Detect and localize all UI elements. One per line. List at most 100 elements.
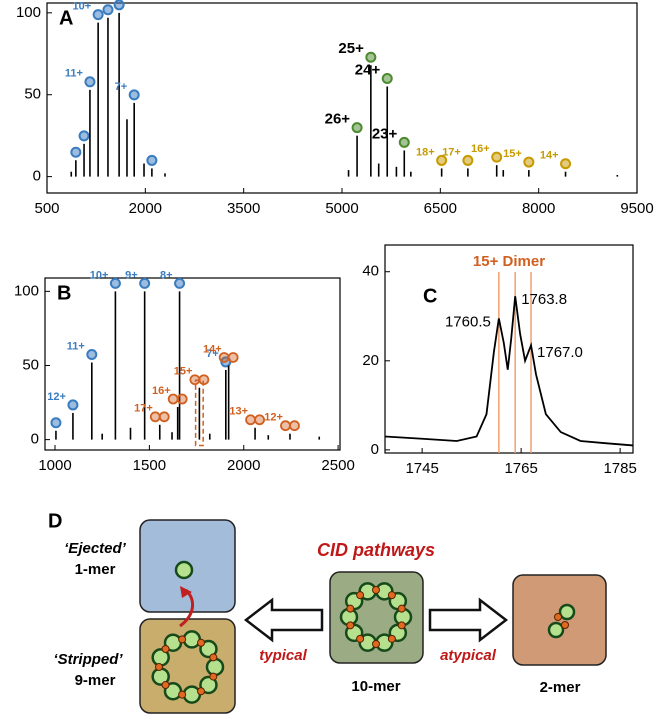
charge-marker [351, 122, 363, 134]
ejected-subunit [174, 560, 194, 580]
x-tick-label: 2000 [129, 200, 162, 217]
x-tick-label: 5000 [325, 200, 358, 217]
x-tick-label: 1765 [504, 460, 537, 477]
charge-marker [128, 89, 140, 101]
panel-2: C 1745 1765 1785 0 20 40 15+ Dimer 1760.5 1763.8 1… [362, 244, 637, 477]
y-tick-label: 40 [362, 263, 379, 280]
x-tick-label: 1785 [603, 460, 636, 477]
charge-label: 18+ [416, 146, 435, 158]
x-tick-label: 1745 [405, 460, 438, 477]
y-tick-label: 100 [14, 282, 39, 299]
y-tick-label: 0 [371, 441, 379, 458]
panel-letter: D [48, 510, 62, 532]
charge-label: 16+ [152, 385, 171, 397]
charge-marker [176, 393, 188, 405]
x-tick-label: 6500 [424, 200, 457, 217]
panel-0: A 500 2000 3500 5000 6500 8000 9500 0 50 100 11+ 10+… [16, 0, 654, 217]
charge-marker [365, 51, 377, 63]
chart-title: 15+ Dimer [473, 253, 545, 270]
diagram-d: D CID pathways ‘Ejected’ 1-mer ‘Stripped… [48, 510, 607, 714]
charge-marker [102, 4, 114, 16]
charge-marker [560, 158, 572, 170]
panel-letter: B [57, 282, 71, 304]
dimer-subunit [558, 603, 576, 621]
linker [178, 635, 187, 644]
plot-frame [44, 277, 341, 451]
charge-label: 10+ [72, 1, 91, 13]
y-tick-label: 50 [24, 86, 41, 103]
charge-marker [78, 130, 90, 142]
y-tick-label: 0 [31, 431, 39, 448]
charge-label: 11+ [67, 340, 85, 352]
charge-marker [289, 420, 300, 432]
linker [387, 591, 396, 600]
x-tick-label: 8000 [522, 200, 555, 217]
subunit [205, 657, 225, 677]
charge-marker [381, 73, 393, 85]
charge-label: 14+ [203, 343, 222, 355]
linker [209, 653, 218, 662]
ejected-label: ‘Ejected’ [64, 540, 127, 557]
x-tick-label: 2500 [321, 457, 354, 474]
y-tick-label: 20 [362, 352, 379, 369]
diagram-title: CID pathways [317, 540, 435, 560]
stripped-label: ‘Stripped’ [53, 651, 123, 668]
charge-label: 16+ [471, 143, 490, 155]
peak-label: 1760.5 [445, 313, 491, 330]
peak-label: 1763.8 [521, 291, 567, 308]
x-tick-label: 1000 [38, 457, 71, 474]
charge-marker [491, 151, 503, 163]
spectrum-line [384, 296, 634, 447]
linker [356, 591, 365, 600]
linker [561, 621, 569, 629]
x-tick-label: 2000 [227, 457, 260, 474]
subunit [199, 639, 218, 659]
ejected-size: 1-mer [75, 561, 116, 578]
charge-marker [139, 277, 151, 289]
linker [161, 680, 170, 689]
parent-label: 10-mer [351, 678, 400, 695]
typical-label: typical [259, 647, 307, 664]
charge-marker [198, 374, 210, 386]
eject-arrowhead [180, 586, 192, 598]
charge-label: 8+ [160, 269, 173, 281]
linker [178, 690, 187, 699]
arrow-left [243, 597, 324, 643]
charge-marker [174, 277, 186, 289]
charge-label: 15+ [174, 366, 193, 378]
linker [161, 645, 170, 654]
linker [197, 687, 205, 696]
charge-label: 26+ [325, 111, 351, 128]
subunit [182, 630, 202, 649]
charge-marker [67, 399, 79, 411]
charge-label: 12+ [264, 412, 283, 424]
linker [372, 640, 380, 648]
y-tick-label: 50 [22, 356, 39, 373]
charge-marker [109, 277, 121, 289]
charge-marker [436, 154, 448, 166]
charge-marker [113, 0, 125, 11]
x-tick-label: 500 [34, 200, 59, 217]
linker [197, 638, 205, 647]
charge-label: 17+ [442, 146, 461, 158]
panel-letter: C [423, 285, 437, 307]
charge-label: 12+ [47, 391, 66, 403]
panel-letter: A [59, 7, 73, 29]
x-tick-label: 3500 [227, 200, 260, 217]
dimer-subunit [547, 621, 565, 639]
charge-marker [462, 154, 474, 166]
charge-label: 7+ [115, 81, 128, 93]
linker [346, 621, 355, 630]
plot-frame [384, 244, 634, 454]
linker [155, 663, 163, 671]
charge-marker [50, 417, 62, 429]
charge-label: 10+ [90, 269, 109, 281]
y-tick-label: 100 [16, 4, 41, 21]
x-tick-label: 1500 [133, 457, 166, 474]
peak-label: 1767.0 [537, 344, 583, 361]
charge-label: 11+ [65, 68, 83, 80]
charge-marker [92, 9, 104, 21]
charge-label: 7+ [206, 348, 219, 360]
x-tick-label: 9500 [620, 200, 653, 217]
